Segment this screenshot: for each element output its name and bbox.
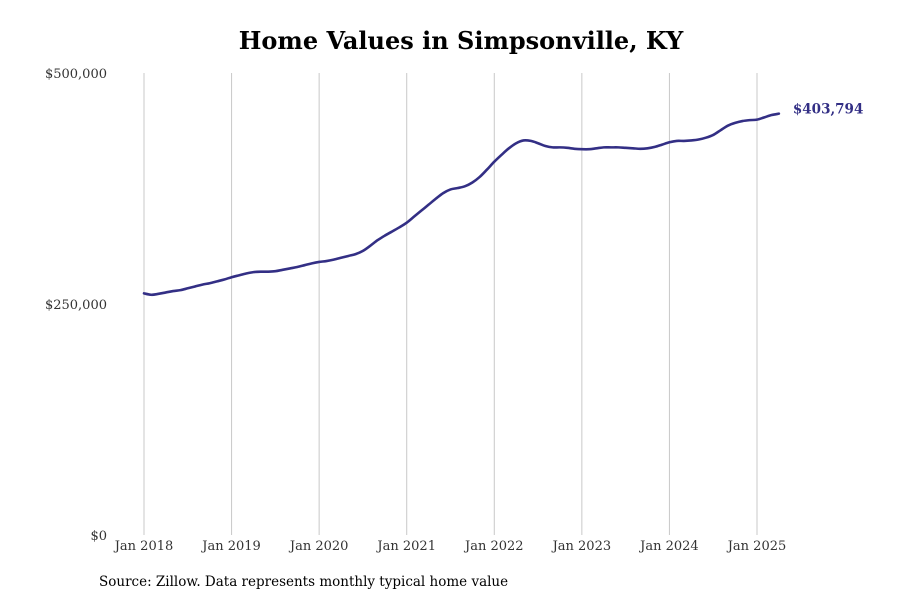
x-tick-label: Jan 2022 (463, 539, 524, 554)
y-tick-label: $250,000 (45, 298, 107, 313)
source-note: Source: Zillow. Data represents monthly … (99, 574, 509, 590)
x-tick-label: Jan 2023 (551, 539, 612, 554)
x-tick-label: Jan 2024 (638, 539, 699, 554)
y-tick-label: $500,000 (45, 67, 107, 82)
chart-title: Home Values in Simpsonville, KY (238, 26, 684, 55)
y-tick-label: $0 (90, 529, 107, 544)
x-tick-label: Jan 2018 (113, 539, 174, 554)
x-tick-label: Jan 2021 (375, 539, 436, 554)
x-tick-label: Jan 2025 (726, 539, 787, 554)
home-value-line (142, 112, 781, 297)
x-tick-label: Jan 2020 (288, 539, 349, 554)
end-value-label: $403,794 (793, 102, 863, 118)
x-tick-label: Jan 2019 (200, 539, 261, 554)
